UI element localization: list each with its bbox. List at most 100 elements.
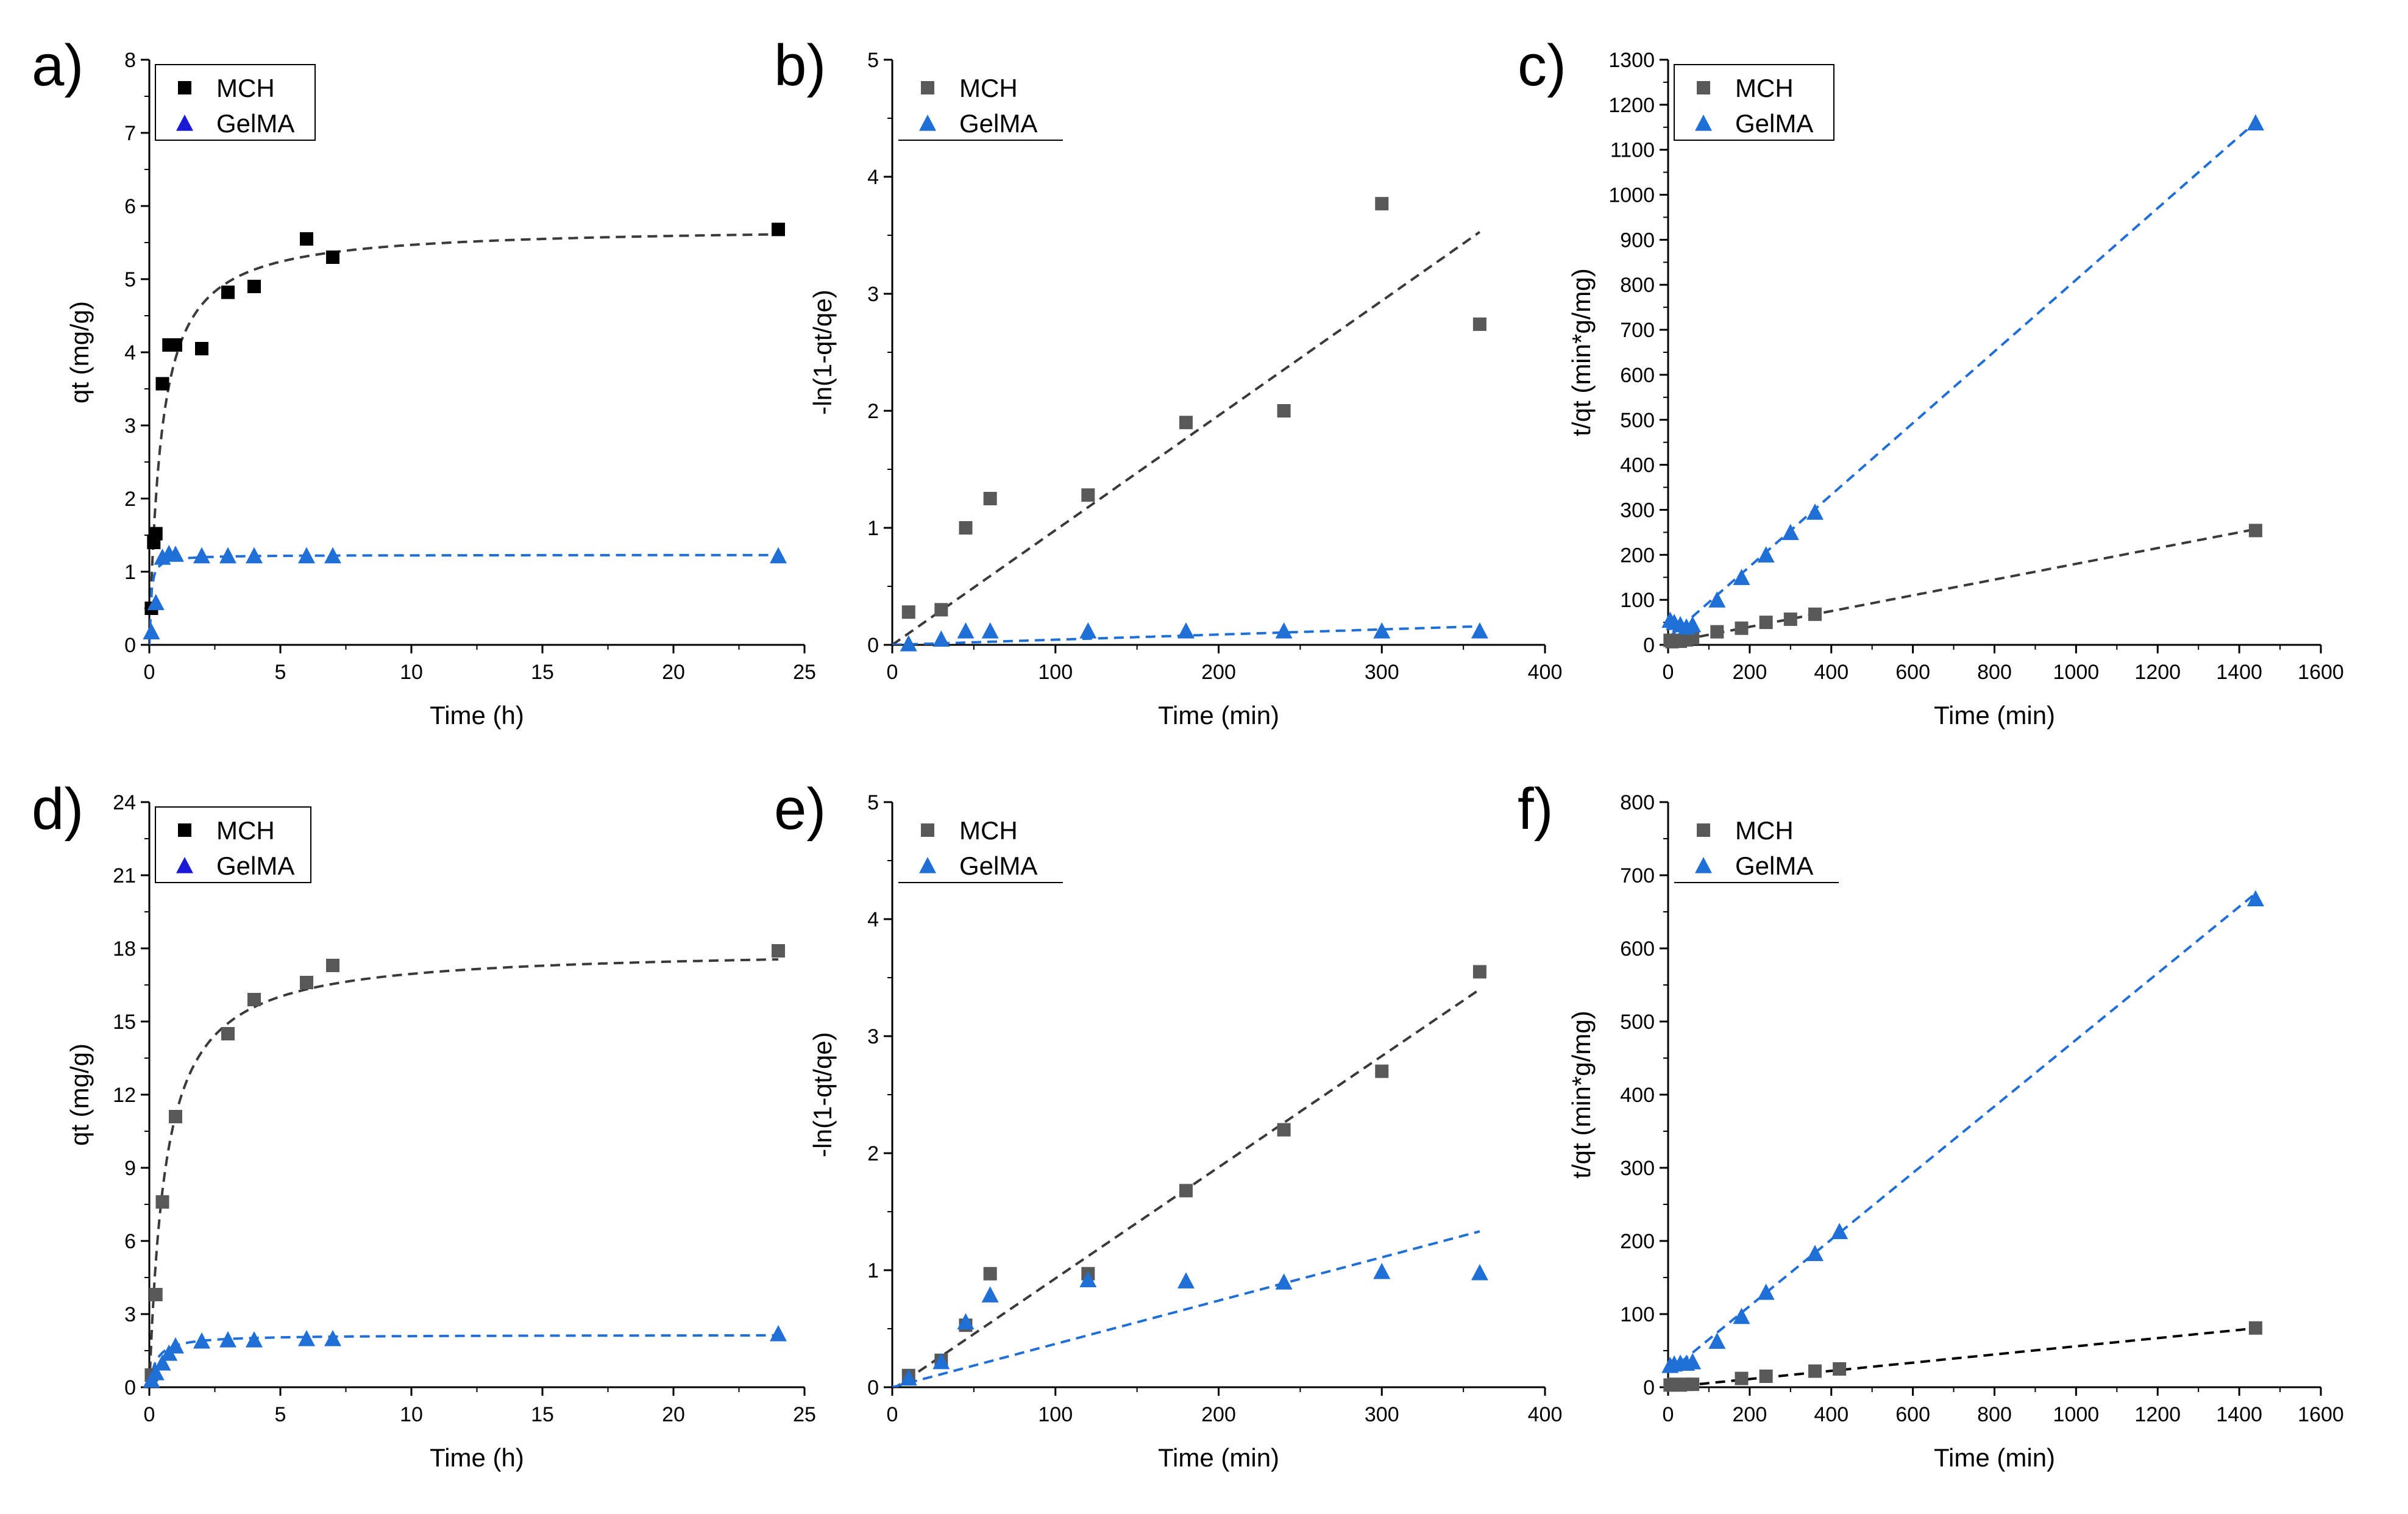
y-tick-label: 18 [113, 937, 136, 961]
y-tick-label: 6 [124, 195, 136, 218]
data-point-gelma [1757, 546, 1775, 563]
y-tick-label: 300 [1620, 1157, 1655, 1180]
data-point-mch [326, 959, 339, 972]
x-tick-label: 1200 [2134, 661, 2181, 684]
y-tick-label: 400 [1620, 1084, 1655, 1107]
x-tick-label: 800 [1977, 661, 2012, 684]
x-tick-label: 0 [144, 1403, 155, 1426]
y-tick-label: 4 [867, 908, 879, 931]
y-tick-label: 0 [124, 1376, 136, 1399]
legend-marker-gelma [1695, 115, 1712, 131]
chart-panel-b: 0 100 200 300 400 0 1 2 3 4 5 Time (min) -ln(1-qt/qe… [774, 33, 1562, 730]
data-point-mch [247, 993, 261, 1006]
x-tick-label: 300 [1365, 1403, 1399, 1426]
data-point-gelma [981, 1286, 999, 1303]
x-tick-label: 400 [1528, 661, 1563, 684]
y-tick-label: 100 [1620, 589, 1655, 612]
y-tick-label: 900 [1620, 229, 1655, 252]
y-tick-label: 3 [124, 1303, 136, 1326]
fit-line-mch [149, 958, 778, 1387]
y-tick-label: 0 [1643, 634, 1655, 657]
y-tick-label: 4 [867, 166, 879, 189]
data-point-gelma [167, 1337, 184, 1354]
fit-line-gelma [1668, 892, 2257, 1374]
x-tick-label: 100 [1038, 1403, 1073, 1426]
fit-line-mch [892, 230, 1481, 645]
x-tick-label: 25 [793, 1403, 816, 1426]
data-point-gelma [193, 547, 210, 564]
data-point-mch [2248, 524, 2262, 538]
data-point-mch [934, 603, 948, 617]
data-point-gelma [193, 1332, 210, 1349]
y-axis-title: qt (mg/g) [65, 1043, 94, 1146]
x-tick-label: 0 [887, 661, 898, 684]
panel-label: e) [774, 777, 826, 842]
x-tick-label: 10 [400, 661, 423, 684]
x-axis-title: Time (min) [1158, 1443, 1279, 1472]
y-tick-label: 800 [1620, 274, 1655, 297]
y-tick-label: 0 [1643, 1376, 1655, 1399]
x-tick-label: 800 [1977, 1403, 2012, 1426]
legend-marker-mch [1697, 81, 1710, 94]
data-point-gelma [246, 547, 263, 564]
y-tick-label: 1000 [1608, 184, 1655, 207]
legend-label-gelma: GelMA [959, 851, 1037, 880]
x-tick-label: 0 [1663, 1403, 1674, 1426]
data-point-mch [772, 944, 785, 958]
data-point-gelma [1177, 1272, 1195, 1288]
x-tick-label: 1200 [2134, 1403, 2181, 1426]
data-point-gelma [1177, 622, 1195, 639]
y-tick-label: 500 [1620, 409, 1655, 432]
data-point-mch [1686, 631, 1700, 645]
data-point-mch [221, 1027, 235, 1040]
data-point-gelma [770, 547, 787, 564]
data-point-gelma [1275, 1273, 1293, 1290]
y-axis-title: -ln(1-qt/qe) [808, 290, 837, 414]
data-point-gelma [2246, 890, 2264, 906]
data-point-gelma [1806, 1245, 1824, 1261]
data-point-mch [195, 342, 208, 355]
y-tick-label: 700 [1620, 864, 1655, 887]
chart-panel-c: 0 200 400 600 800 1000 1200 1400 1600 0 100 200 300 4… [1518, 33, 2344, 730]
y-tick-label: 21 [113, 864, 136, 887]
x-tick-label: 1400 [2216, 661, 2262, 684]
legend-label-mch: MCH [959, 74, 1018, 102]
y-tick-label: 600 [1620, 937, 1655, 961]
x-tick-label: 400 [1814, 1403, 1849, 1426]
data-point-gelma [1684, 616, 1702, 633]
data-point-mch [983, 1267, 997, 1281]
y-tick-label: 0 [867, 1376, 879, 1399]
x-tick-label: 0 [1663, 661, 1674, 684]
y-tick-label: 700 [1620, 319, 1655, 342]
legend-label-mch: MCH [216, 816, 275, 845]
data-point-gelma [1684, 1353, 1702, 1370]
fit-line-gelma [149, 553, 778, 645]
data-point-mch [1179, 416, 1193, 430]
x-tick-label: 20 [662, 661, 685, 684]
x-tick-label: 15 [531, 661, 554, 684]
data-point-mch [169, 338, 182, 352]
data-point-mch [155, 377, 169, 391]
data-point-gelma [1079, 622, 1097, 639]
data-point-gelma [1373, 1262, 1391, 1279]
data-point-mch [149, 527, 163, 541]
data-point-mch [221, 285, 235, 299]
fit-line-gelma [892, 1230, 1480, 1387]
x-tick-label: 5 [275, 1403, 286, 1426]
data-point-gelma [143, 623, 160, 639]
data-point-gelma [324, 1330, 341, 1346]
y-tick-label: 400 [1620, 454, 1655, 477]
data-point-mch [2248, 1321, 2262, 1335]
data-point-mch [300, 232, 313, 246]
data-point-gelma [1708, 1332, 1726, 1349]
data-point-gelma [298, 1330, 315, 1346]
data-point-mch [1808, 1364, 1822, 1378]
legend-marker-mch [178, 823, 191, 837]
panel-label: c) [1518, 33, 1566, 98]
legend-label-gelma: GelMA [959, 109, 1037, 138]
data-point-mch [1081, 488, 1095, 502]
legend-marker-mch [1697, 823, 1710, 837]
data-point-gelma [900, 635, 917, 652]
legend-box [155, 806, 311, 883]
fit-line-gelma [1668, 121, 2257, 639]
